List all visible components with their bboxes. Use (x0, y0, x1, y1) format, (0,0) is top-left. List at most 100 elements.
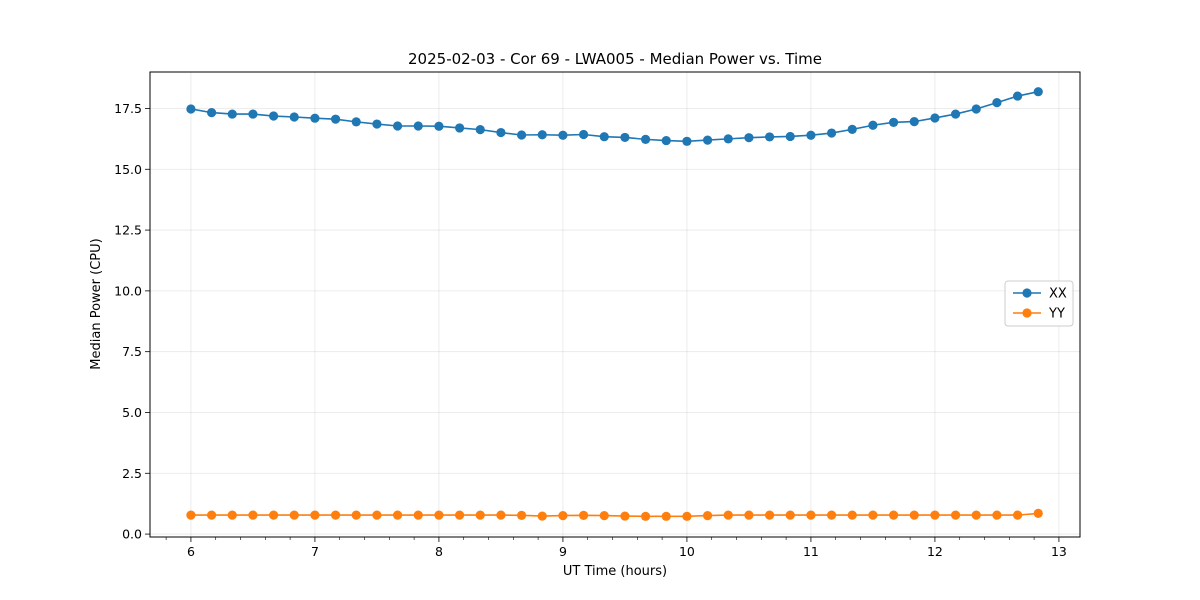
legend-swatch-marker (1022, 308, 1032, 318)
data-point-yy (868, 510, 878, 520)
data-point-xx (909, 117, 919, 127)
y-tick-label: 5.0 (122, 405, 142, 420)
data-point-xx (847, 124, 857, 134)
x-tick-label: 13 (1051, 544, 1067, 559)
data-point-xx (702, 135, 713, 145)
data-point-xx (248, 109, 258, 119)
chart-title: 2025-02-03 - Cor 69 - LWA005 - Median Po… (408, 50, 822, 68)
data-point-yy (516, 510, 527, 520)
data-point-xx (496, 127, 506, 138)
data-point-yy (227, 510, 237, 520)
data-point-yy (992, 510, 1002, 520)
data-point-xx (475, 125, 485, 135)
x-tick-label: 8 (435, 544, 443, 559)
data-point-xx (806, 130, 816, 140)
x-tick-label: 12 (927, 544, 943, 559)
data-point-yy (826, 510, 837, 520)
data-point-xx (578, 129, 589, 140)
data-point-xx (186, 104, 196, 114)
legend-swatch-marker (1022, 288, 1032, 298)
data-point-yy (764, 510, 775, 520)
data-point-xx (930, 113, 940, 123)
data-point-xx (454, 123, 465, 133)
data-point-xx (764, 132, 775, 142)
x-tick-label: 7 (311, 544, 319, 559)
data-point-yy (1033, 508, 1043, 519)
data-point-xx (413, 121, 423, 131)
plot-frame (149, 71, 1081, 538)
data-point-yy (475, 510, 485, 520)
y-axis: 0.0 2.5 5.0 7.5 10.0 12.5 15.0 17.5 (114, 101, 150, 542)
data-point-xx (268, 111, 279, 121)
data-point-xx (392, 121, 403, 131)
data-point-xx (950, 109, 961, 119)
data-point-xx (620, 132, 630, 143)
data-point-yy (434, 510, 444, 520)
legend-item-xx: XX (1013, 287, 1067, 302)
data-point-xx (537, 130, 547, 140)
data-point-xx (1033, 87, 1043, 97)
data-point-yy (330, 510, 341, 520)
data-point-yy (537, 511, 547, 521)
data-point-yy (1012, 510, 1023, 520)
data-point-xx (682, 136, 692, 146)
data-point-yy (496, 510, 506, 520)
x-axis: 6 7 8 9 10 11 12 13 (165, 537, 1067, 559)
y-tick-label: 0.0 (122, 527, 142, 542)
data-point-yy (744, 510, 754, 520)
data-point-xx (599, 132, 609, 142)
data-point-yy (723, 510, 733, 520)
data-point-yy (909, 510, 919, 520)
y-axis-label: Median Power (CPU) (89, 238, 104, 369)
data-point-xx (640, 134, 651, 144)
data-point-yy (248, 510, 258, 520)
legend-item-yy: YY (1013, 307, 1065, 322)
data-point-xx (868, 120, 878, 130)
data-point-xx (744, 133, 754, 143)
data-point-xx (661, 135, 671, 146)
data-point-xx (434, 121, 444, 131)
data-point-yy (599, 510, 609, 521)
data-point-yy (930, 510, 940, 520)
data-point-xx (723, 134, 733, 144)
data-point-xx (351, 117, 361, 127)
y-tick-label: 7.5 (122, 344, 142, 359)
data-point-yy (310, 510, 320, 520)
data-point-yy (950, 510, 961, 520)
data-point-xx (206, 108, 217, 118)
data-point-xx (227, 109, 237, 119)
data-point-yy (806, 510, 816, 520)
data-point-xx (1012, 91, 1023, 101)
data-point-yy (847, 510, 857, 520)
x-tick-label: 10 (679, 544, 695, 559)
data-point-yy (268, 510, 279, 520)
data-point-xx (372, 119, 382, 129)
data-point-xx (558, 130, 568, 140)
series-yy (186, 508, 1043, 521)
data-point-yy (620, 511, 630, 521)
data-point-xx (330, 114, 341, 124)
grid (150, 72, 1080, 537)
data-point-yy (785, 510, 795, 520)
data-point-xx (971, 104, 981, 114)
data-point-xx (888, 117, 899, 127)
data-point-yy (640, 511, 651, 521)
data-point-yy (682, 511, 692, 521)
data-point-yy (702, 510, 713, 521)
data-point-yy (888, 510, 899, 520)
data-point-xx (785, 131, 795, 142)
data-point-yy (971, 510, 981, 520)
x-axis-label: UT Time (hours) (563, 564, 667, 579)
data-point-yy (454, 510, 465, 520)
data-point-yy (661, 511, 671, 521)
y-tick-label: 12.5 (114, 223, 142, 238)
data-point-yy (206, 510, 217, 520)
data-point-xx (289, 112, 299, 122)
x-tick-label: 11 (803, 544, 819, 559)
x-tick-label: 9 (559, 544, 567, 559)
legend-label: XX (1049, 287, 1067, 302)
y-tick-label: 2.5 (122, 466, 142, 481)
legend-label: YY (1048, 307, 1065, 322)
data-point-yy (372, 510, 382, 520)
